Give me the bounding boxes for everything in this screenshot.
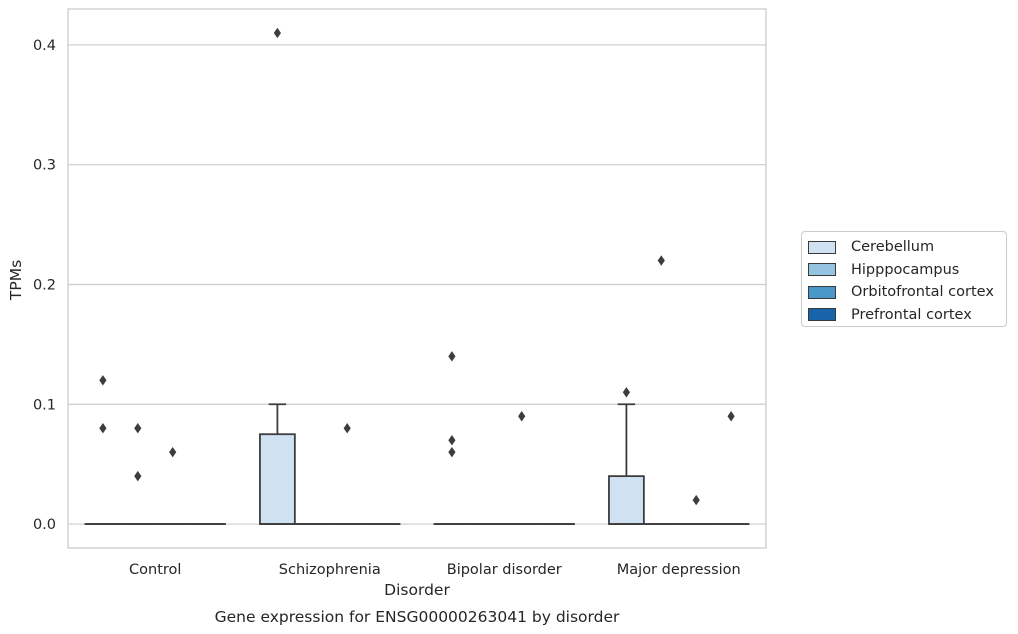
box [259,403,296,525]
legend-label: Hipppocampus [851,261,960,278]
legend: Cerebellum Hipppocampus Orbitofrontal cort… [801,231,1007,327]
outlier-point [448,446,456,458]
y-tick-label: 0.3 [33,158,56,174]
legend-swatch [808,308,836,322]
outlier-point [727,411,735,422]
y-axis-label: TPMs [7,260,25,301]
y-tick-labels: 0.0 0.1 0.2 0.3 0.4 [33,38,56,533]
outlier-point [448,351,456,362]
outlier-point [518,411,526,422]
legend-item: Hipppocampus [808,259,1006,282]
legend-label: Prefrontal cortex [851,306,972,323]
x-axis-label: Disorder [384,581,450,599]
y-tick-label: 0.1 [33,397,56,413]
box [608,403,645,525]
x-tick-label: Bipolar disorder [447,562,562,578]
outlier-points-group [99,27,735,506]
x-tick-label: Control [129,562,181,578]
legend-item: Cerebellum [808,236,1006,259]
x-tick-label: Schizophrenia [279,562,381,578]
x-tick-label: Major depression [617,562,741,578]
outlier-point [134,470,142,482]
chart-title: Gene expression for ENSG00000263041 by d… [215,608,620,626]
y-tick-label: 0.4 [33,38,56,54]
legend-swatch [808,240,836,254]
outlier-point [169,446,177,458]
plot-frame [67,8,767,549]
box-series-group [84,403,750,525]
outlier-point [134,423,142,434]
y-tick-label: 0.0 [33,517,56,533]
legend-item: Orbitofrontal cortex [808,281,1006,304]
outlier-point [622,387,630,398]
outlier-point [692,494,700,506]
outlier-point [273,27,281,39]
legend-swatch [808,263,836,277]
legend-label: Orbitofrontal cortex [851,284,994,301]
outlier-point [448,435,456,446]
outlier-point [343,423,351,434]
box-body [259,433,296,525]
outlier-point [99,423,107,434]
legend-swatch [808,285,836,299]
outlier-point [657,255,665,266]
box-body [608,475,645,525]
outlier-point [99,375,107,386]
legend-label: Cerebellum [851,239,935,256]
x-tick-labels: Control Schizophrenia Bipolar disorder Majo… [129,562,741,578]
y-tick-label: 0.2 [33,277,56,293]
legend-item: Prefrontal cortex [808,304,1006,327]
